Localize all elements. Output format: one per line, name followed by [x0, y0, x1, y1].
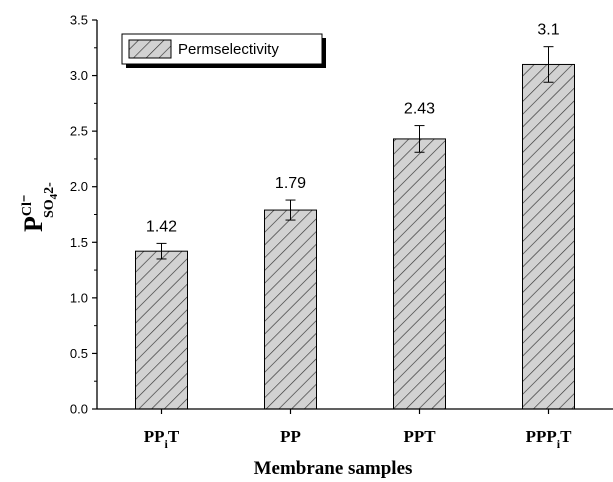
- category-label: PPiT: [144, 427, 180, 451]
- y-axis-ticks: 0.0 0.5 1.0 1.5 2.0 2.5 3.0 3.5: [70, 13, 97, 417]
- bar: [393, 138, 446, 410]
- y-axis-title-sup: Cl⁻: [20, 195, 35, 216]
- y-tick-label: 1.5: [70, 235, 88, 250]
- y-axis-title-sub-tail: 2-: [42, 182, 57, 194]
- category-label: PP: [280, 427, 301, 446]
- x-axis-title: Membrane samples: [254, 458, 413, 479]
- y-tick-label: 2.5: [70, 124, 88, 139]
- y-axis-title: PCl⁻ SO42-: [19, 182, 60, 232]
- bars: 1.42 1.79 2.43 3.1: [135, 22, 575, 414]
- data-label: 2.43: [404, 101, 435, 118]
- legend: Permselectivity: [121, 33, 326, 68]
- y-tick-label: 0.0: [70, 402, 88, 417]
- y-axis-title-main: P: [19, 216, 48, 232]
- bar: [135, 250, 188, 410]
- y-tick-label: 2.0: [70, 179, 88, 194]
- category-label: PPPiT: [526, 427, 573, 451]
- data-label: 1.79: [275, 175, 306, 192]
- bar: [264, 209, 317, 410]
- y-axis-title-sub-sub: 4: [48, 193, 60, 199]
- y-axis-title-sub: SO: [42, 199, 57, 218]
- data-label: 3.1: [537, 22, 559, 39]
- bar: [522, 63, 575, 410]
- y-tick-label: 0.5: [70, 346, 88, 361]
- legend-swatch: [128, 39, 172, 59]
- data-label: 1.42: [146, 218, 177, 235]
- category-labels: PPiT PP PPT PPPiT: [144, 427, 572, 451]
- legend-label: Permselectivity: [178, 41, 279, 58]
- y-tick-label: 3.0: [70, 68, 88, 83]
- category-label: PPT: [403, 427, 436, 446]
- y-tick-label: 3.5: [70, 13, 88, 28]
- y-tick-label: 1.0: [70, 290, 88, 305]
